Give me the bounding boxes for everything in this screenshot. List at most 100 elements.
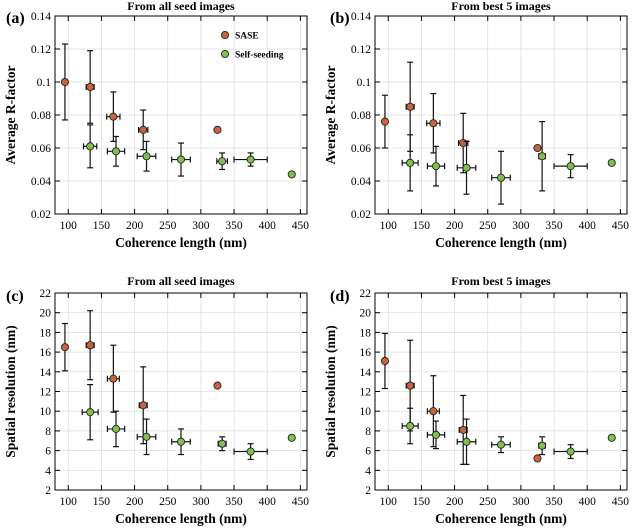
data-point [86, 82, 95, 91]
series-sase [60, 43, 222, 151]
panel-title: From best 5 images [451, 0, 551, 13]
data-point [406, 421, 415, 431]
x-axis-label: Coherence length (nm) [115, 511, 247, 526]
x-tick-label: 300 [192, 220, 210, 232]
x-axis-label: Coherence length (nm) [435, 235, 567, 250]
data-point [142, 432, 151, 441]
data-point [462, 163, 471, 172]
data-point [533, 454, 542, 463]
y-tick-label: 0.14 [31, 11, 51, 23]
data-point [111, 147, 121, 156]
data-point [213, 381, 222, 390]
series-sase [380, 61, 542, 174]
y-tick-label: 18 [40, 327, 52, 339]
data-point [406, 158, 415, 167]
chart-panel-1: 100 150 200 250 300 350 400 450 0.02 0.04 0.06 0.08… [3, 0, 309, 250]
x-tick-label: 350 [545, 220, 563, 232]
data-point [462, 437, 471, 446]
x-tick-label: 400 [579, 496, 597, 508]
legend: SASE Self-seeding [220, 30, 284, 61]
data-point [533, 143, 542, 153]
y-tick-label: 18 [360, 327, 372, 339]
y-tick-label: 12 [360, 387, 372, 399]
x-tick-label: 300 [192, 496, 210, 508]
x-tick-label: 400 [259, 220, 277, 232]
x-tick-label: 400 [579, 220, 597, 232]
y-tick-label: 0.06 [31, 143, 51, 155]
x-tick-label: 100 [380, 496, 398, 508]
data-point [86, 408, 95, 417]
chart-panel-4: 100 150 200 250 300 350 400 450 2 4 6 8 10 12 14 16 18 20… [323, 274, 629, 526]
x-axis-label: Coherence length (nm) [115, 235, 247, 250]
chart-panel-3: 100 150 200 250 300 350 400 450 2 4 6 8 10 12 14 16 18 20… [3, 274, 309, 526]
y-tick-label: 10 [40, 406, 52, 418]
y-tick-label: 12 [40, 387, 52, 399]
data-point [139, 401, 148, 410]
data-point [406, 102, 415, 111]
y-tick-label: 0.12 [351, 44, 371, 56]
data-point [109, 112, 118, 121]
y-tick-label: 0.04 [351, 176, 371, 188]
x-tick-label: 300 [512, 220, 530, 232]
y-tick-label: 4 [45, 465, 51, 477]
series-self-seeding [81, 384, 296, 461]
y-tick-label: 20 [360, 308, 372, 320]
data-point [406, 381, 415, 390]
x-tick-label: 450 [292, 220, 310, 232]
y-tick-label: 0.02 [351, 209, 371, 221]
y-tick-label: 14 [360, 367, 372, 379]
y-tick-label: 0.14 [351, 11, 371, 23]
y-tick-label: 14 [40, 367, 52, 379]
y-tick-label: 20 [40, 308, 52, 320]
y-axis-label: Spatial resolution (nm) [3, 325, 18, 458]
y-tick-label: 6 [365, 446, 371, 458]
panel-label: (c) [6, 288, 24, 305]
y-tick-label: 0.04 [31, 176, 51, 188]
y-tick-label: 2 [365, 485, 371, 497]
x-tick-label: 450 [612, 220, 630, 232]
legend-marker [220, 30, 230, 40]
data-point [429, 407, 438, 416]
x-tick-label: 450 [292, 496, 310, 508]
data-point [176, 437, 186, 446]
panel-title: From all seed images [127, 0, 235, 13]
x-tick-label: 250 [159, 496, 177, 508]
data-point [566, 162, 575, 171]
panel-title: From best 5 images [451, 274, 551, 288]
data-point [218, 439, 227, 448]
x-tick-label: 150 [413, 220, 431, 232]
data-point [60, 343, 69, 352]
y-tick-label: 10 [360, 406, 372, 418]
y-tick-label: 22 [360, 288, 372, 300]
data-point [496, 440, 506, 449]
panel-title: From all seed images [127, 274, 235, 288]
y-tick-label: 2 [45, 485, 51, 497]
series-self-seeding [82, 124, 296, 179]
y-tick-label: 0.08 [31, 110, 51, 122]
legend-label: Self-seeding [235, 51, 284, 61]
x-tick-label: 100 [60, 220, 78, 232]
y-tick-label: 16 [360, 347, 372, 359]
y-tick-label: 0.12 [31, 44, 51, 56]
panel-label: (b) [330, 10, 350, 27]
data-point [142, 152, 151, 161]
panel-label: (a) [6, 10, 25, 27]
x-tick-label: 150 [93, 220, 111, 232]
x-tick-label: 250 [159, 220, 177, 232]
x-tick-label: 200 [126, 220, 144, 232]
data-point [246, 447, 255, 456]
data-point [218, 157, 227, 166]
x-tick-label: 250 [479, 220, 497, 232]
data-point [139, 125, 148, 134]
x-tick-label: 100 [60, 496, 78, 508]
data-point [566, 447, 575, 456]
legend-marker [220, 49, 230, 59]
data-point [86, 341, 95, 350]
x-tick-label: 300 [512, 496, 530, 508]
legend-label: SASE [235, 32, 259, 42]
series-sase [60, 310, 222, 445]
data-point [287, 170, 296, 179]
y-tick-label: 4 [365, 465, 371, 477]
data-point [60, 77, 69, 87]
x-tick-label: 250 [479, 496, 497, 508]
